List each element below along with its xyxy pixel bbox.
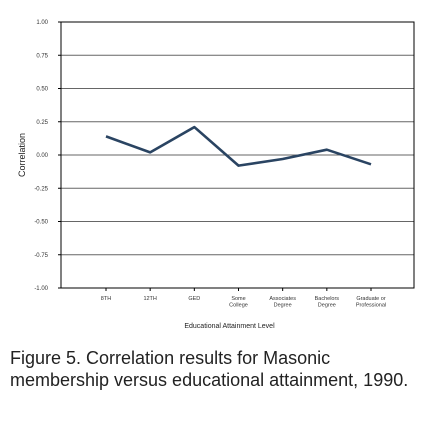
- y-tick-label: -0.50: [34, 220, 48, 226]
- series-line: [105, 125, 372, 167]
- x-axis-title: Educational Attainment Level: [184, 323, 275, 330]
- y-tick-labels: 1.00 0.75 0.50 0.25 0.00 -0.25 -0.50 -0.75 -1.00: [34, 20, 48, 292]
- series-lines: [105, 125, 372, 167]
- y-tick-label: 0.25: [36, 120, 48, 126]
- x-tick-label: 12TH: [143, 296, 156, 302]
- x-tick-label: 8TH: [101, 296, 111, 302]
- x-tick-label: Bachelors Degree: [315, 296, 340, 309]
- x-tick-label: Graduate or Professional: [356, 296, 386, 309]
- y-tick-label: -1.00: [34, 286, 48, 292]
- y-tick-label: 0.75: [36, 53, 48, 59]
- y-tick-label: 0.00: [36, 153, 48, 159]
- x-tick-label: Associates Degree: [269, 296, 296, 309]
- grid-lines: [58, 21, 414, 289]
- x-tick-label: GED: [188, 296, 200, 302]
- figure-caption: Figure 5. Correlation results for Masoni…: [10, 348, 409, 390]
- plot-frame: [60, 21, 415, 289]
- chart: 1.00 0.75 0.50 0.25 0.00 -0.25 -0.50 -0.75 -1.00…: [17, 20, 415, 330]
- x-tick-labels: 8TH 12TH GED Some College Associates Degree Bac…: [101, 288, 386, 309]
- y-axis-title: Correlation: [17, 133, 27, 177]
- y-tick-label: 0.50: [36, 87, 48, 93]
- y-tick-label: -0.75: [34, 253, 48, 259]
- y-tick-label: -0.25: [34, 186, 48, 192]
- y-tick-label: 1.00: [36, 20, 48, 26]
- x-tick-label: Some College: [229, 296, 248, 309]
